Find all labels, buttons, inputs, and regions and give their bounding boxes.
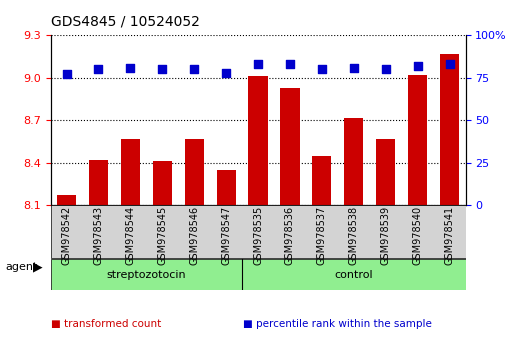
Text: GSM978538: GSM978538 (348, 206, 358, 265)
Text: ■ percentile rank within the sample: ■ percentile rank within the sample (242, 319, 431, 329)
Text: GSM978536: GSM978536 (284, 206, 294, 265)
Text: agent: agent (5, 262, 37, 272)
Bar (184, 139, 204, 205)
Point (285, 62, 293, 67)
FancyBboxPatch shape (50, 259, 241, 290)
Bar (439, 54, 458, 205)
Text: control: control (334, 269, 372, 280)
Point (94, 67, 103, 72)
Bar (375, 139, 394, 205)
Text: ■ transformed count: ■ transformed count (50, 319, 161, 329)
Point (158, 67, 166, 72)
Text: GSM978540: GSM978540 (412, 206, 422, 265)
Bar (248, 76, 267, 205)
Bar (121, 139, 140, 205)
Text: GDS4845 / 10524052: GDS4845 / 10524052 (50, 14, 199, 28)
Point (317, 67, 325, 72)
Point (190, 67, 198, 72)
Bar (407, 75, 426, 205)
Text: GSM978539: GSM978539 (380, 206, 390, 265)
Text: ▶: ▶ (33, 261, 42, 274)
Point (254, 62, 262, 67)
Bar (216, 170, 235, 205)
Point (381, 67, 389, 72)
Text: GSM978545: GSM978545 (157, 206, 167, 266)
Text: GSM978537: GSM978537 (316, 206, 326, 266)
Bar (153, 161, 172, 205)
FancyBboxPatch shape (241, 259, 465, 290)
Text: GSM978542: GSM978542 (62, 206, 71, 266)
Bar (343, 118, 363, 205)
Point (126, 65, 134, 70)
Text: GSM978544: GSM978544 (125, 206, 135, 265)
Text: GSM978541: GSM978541 (444, 206, 453, 265)
Text: GSM978546: GSM978546 (189, 206, 199, 265)
Point (349, 65, 357, 70)
Text: streptozotocin: streptozotocin (107, 269, 186, 280)
FancyBboxPatch shape (50, 205, 465, 258)
Text: GSM978547: GSM978547 (221, 206, 231, 266)
Text: GSM978543: GSM978543 (93, 206, 103, 265)
Point (413, 63, 421, 69)
Bar (57, 195, 76, 205)
Point (222, 70, 230, 76)
Bar (280, 88, 299, 205)
Bar (312, 156, 331, 205)
Bar (89, 160, 108, 205)
Text: GSM978535: GSM978535 (252, 206, 263, 266)
Point (63, 72, 71, 77)
Point (444, 62, 452, 67)
